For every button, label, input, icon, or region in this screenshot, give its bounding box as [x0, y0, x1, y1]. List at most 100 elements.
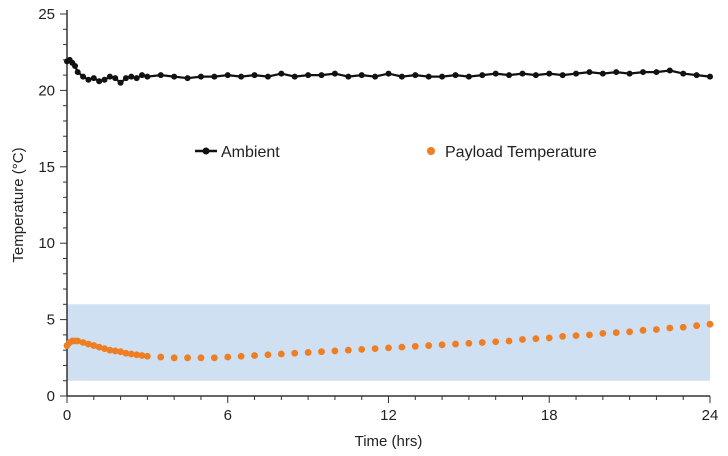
- data-point: [572, 332, 580, 340]
- series-0: [64, 56, 713, 86]
- data-point: [425, 342, 433, 349]
- data-point: [626, 328, 634, 336]
- series-1: [63, 320, 714, 362]
- data-point: [519, 70, 526, 77]
- data-point: [506, 72, 513, 79]
- data-point: [344, 346, 352, 354]
- data-point: [546, 70, 553, 77]
- data-point: [305, 72, 312, 79]
- data-point: [318, 348, 325, 356]
- data-point: [586, 69, 593, 76]
- data-point: [90, 75, 97, 82]
- x-tick-label: 18: [541, 407, 558, 424]
- data-point: [640, 69, 647, 76]
- data-point: [139, 72, 146, 79]
- x-tick-label: 6: [224, 407, 232, 424]
- data-point: [613, 69, 620, 76]
- data-point: [599, 70, 606, 77]
- data-point: [291, 73, 298, 80]
- data-point: [693, 72, 700, 79]
- data-point: [251, 352, 258, 359]
- data-point: [693, 322, 701, 330]
- data-point: [101, 76, 108, 83]
- data-point: [438, 341, 446, 349]
- reference-band: [67, 304, 710, 381]
- data-point: [85, 340, 92, 348]
- data-point: [291, 349, 299, 357]
- data-point: [80, 73, 87, 80]
- data-point: [101, 345, 108, 353]
- data-point: [358, 345, 366, 353]
- data-point: [278, 70, 285, 77]
- data-point: [358, 72, 365, 79]
- data-point: [653, 326, 660, 333]
- data-point: [143, 352, 151, 360]
- data-point: [72, 62, 79, 69]
- data-point: [128, 73, 135, 80]
- data-point: [251, 72, 258, 79]
- data-point: [96, 78, 103, 85]
- data-point: [626, 70, 633, 77]
- data-point: [559, 72, 566, 79]
- data-point: [385, 70, 392, 77]
- y-tick-label: 15: [38, 159, 55, 176]
- data-point: [111, 347, 119, 355]
- axes-layer: 0 5 10 15 20 25 0 6 12 18 24: [38, 6, 718, 424]
- data-point: [197, 354, 205, 362]
- legend-label-payload: Payload Temperature: [445, 144, 597, 161]
- data-point: [74, 337, 82, 345]
- data-point: [133, 351, 141, 359]
- data-point: [304, 349, 312, 356]
- data-point: [532, 72, 539, 79]
- data-point: [117, 348, 124, 356]
- data-point: [612, 329, 620, 336]
- data-point: [133, 75, 140, 82]
- data-point: [599, 329, 607, 337]
- data-point: [519, 336, 526, 343]
- reference-band-layer: [67, 304, 710, 381]
- data-point: [425, 73, 432, 80]
- data-point: [184, 75, 191, 82]
- data-point: [398, 73, 405, 80]
- data-point: [238, 73, 245, 80]
- data-point: [680, 70, 687, 77]
- y-tick-label: 5: [47, 312, 55, 329]
- data-point: [479, 72, 486, 79]
- legend-marker-payload: [427, 147, 435, 155]
- data-point: [653, 69, 660, 76]
- data-point: [211, 73, 218, 80]
- data-point: [197, 73, 204, 80]
- data-point: [345, 73, 352, 80]
- data-point: [331, 70, 338, 77]
- data-point: [532, 335, 540, 343]
- data-point: [385, 344, 392, 352]
- data-point: [122, 75, 129, 82]
- data-point: [157, 353, 165, 361]
- data-point: [398, 343, 406, 351]
- data-point: [264, 351, 272, 359]
- data-point: [639, 326, 647, 334]
- x-tick-label: 12: [380, 407, 397, 424]
- y-tick-label: 25: [38, 6, 55, 23]
- data-point: [331, 347, 339, 355]
- x-tick-label: 0: [63, 407, 71, 424]
- x-axis-title: Time (hrs): [355, 433, 423, 450]
- data-point: [171, 73, 178, 80]
- data-point: [144, 73, 151, 80]
- data-point: [170, 354, 178, 362]
- legend-marker-ambient: [202, 147, 210, 155]
- legend-label-ambient: Ambient: [221, 144, 280, 161]
- y-tick-label: 0: [47, 388, 55, 405]
- data-point: [545, 334, 553, 342]
- data-point: [573, 70, 580, 77]
- data-point: [465, 73, 472, 80]
- data-point: [492, 338, 500, 346]
- data-point: [666, 324, 674, 332]
- data-point: [117, 79, 124, 86]
- data-point: [679, 323, 687, 331]
- data-point: [106, 73, 113, 80]
- data-point: [237, 352, 245, 360]
- data-point: [224, 72, 231, 79]
- data-point: [106, 346, 114, 354]
